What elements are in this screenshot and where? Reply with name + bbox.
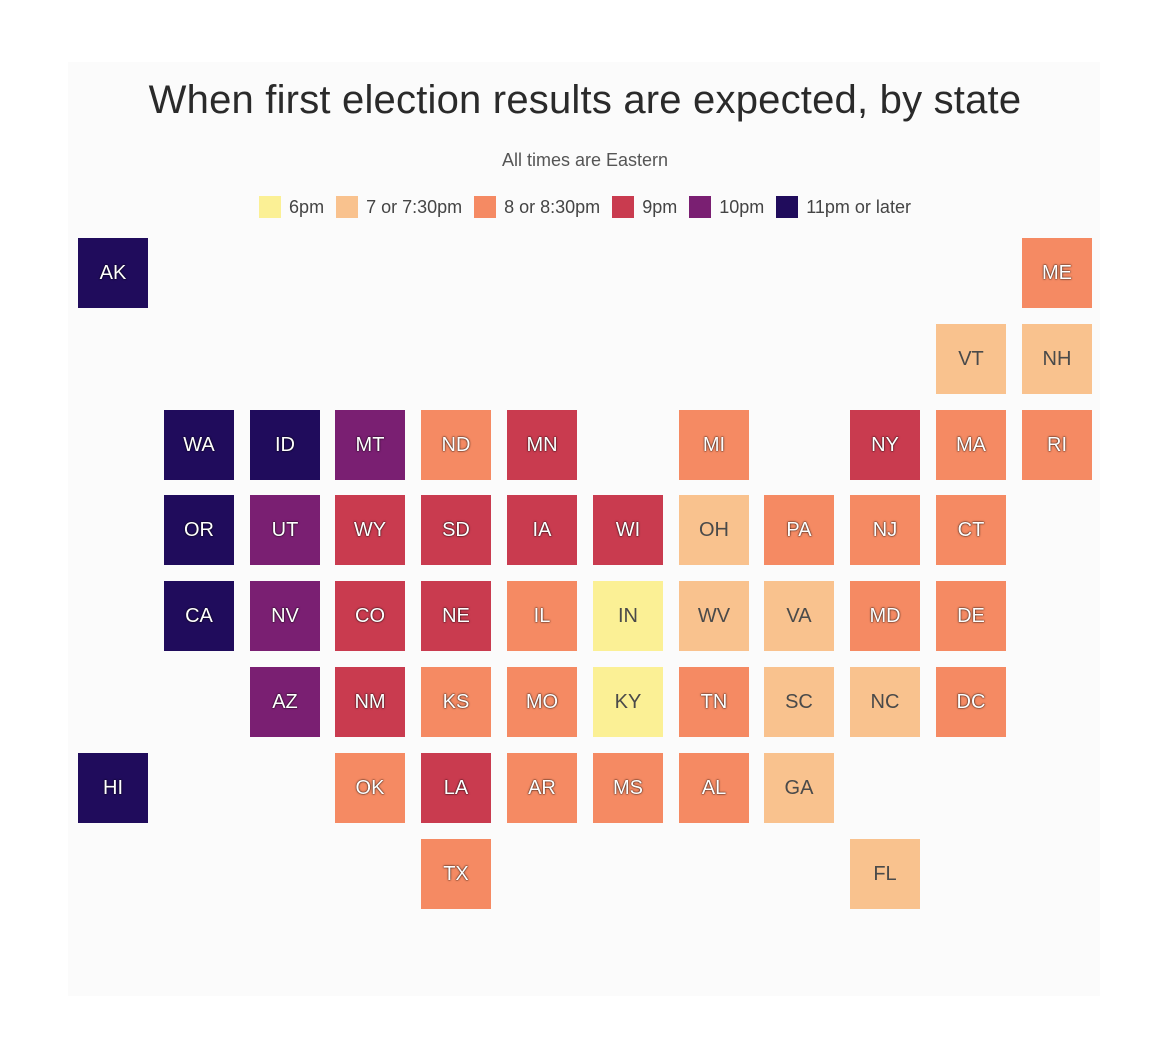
- state-tile-nc: NC: [850, 667, 920, 737]
- state-tile-ms: MS: [593, 753, 663, 823]
- state-tile-sc: SC: [764, 667, 834, 737]
- state-tile-al: AL: [679, 753, 749, 823]
- state-tile-fl: FL: [850, 839, 920, 909]
- state-tile-pa: PA: [764, 495, 834, 565]
- legend-label: 11pm or later: [806, 196, 911, 217]
- state-tile-az: AZ: [250, 667, 320, 737]
- state-tile-co: CO: [335, 581, 405, 651]
- state-tile-mo: MO: [507, 667, 577, 737]
- legend-swatch: [689, 196, 712, 218]
- state-tile-or: OR: [164, 495, 234, 565]
- legend-swatch: [259, 196, 282, 218]
- legend-label: 9pm: [642, 196, 678, 217]
- legend-item-t9: 9pm: [612, 196, 677, 218]
- legend-item-t7: 7 or 7:30pm: [336, 196, 462, 218]
- state-tile-ak: AK: [78, 238, 148, 308]
- state-tile-mi: MI: [679, 410, 749, 480]
- state-tile-wa: WA: [164, 410, 234, 480]
- state-tile-me: ME: [1022, 238, 1092, 308]
- state-tile-ks: KS: [421, 667, 491, 737]
- state-tile-wy: WY: [335, 495, 405, 565]
- state-tile-nm: NM: [335, 667, 405, 737]
- state-tile-nd: ND: [421, 410, 491, 480]
- legend-item-t8: 8 or 8:30pm: [474, 196, 600, 218]
- state-tile-tn: TN: [679, 667, 749, 737]
- state-tile-nv: NV: [250, 581, 320, 651]
- state-tile-wi: WI: [593, 495, 663, 565]
- state-tile-vt: VT: [936, 324, 1006, 394]
- state-tile-de: DE: [936, 581, 1006, 651]
- state-tile-mt: MT: [335, 410, 405, 480]
- legend-swatch: [474, 196, 497, 218]
- state-tile-dc: DC: [936, 667, 1006, 737]
- legend: 6pm 7 or 7:30pm 8 or 8:30pm 9pm 10pm 11pm or …: [0, 196, 1170, 218]
- state-tile-id: ID: [250, 410, 320, 480]
- state-tile-ri: RI: [1022, 410, 1092, 480]
- state-tile-sd: SD: [421, 495, 491, 565]
- state-tile-la: LA: [421, 753, 491, 823]
- state-tile-ne: NE: [421, 581, 491, 651]
- legend-swatch: [336, 196, 359, 218]
- state-tile-hi: HI: [78, 753, 148, 823]
- state-tile-in: IN: [593, 581, 663, 651]
- state-tile-ma: MA: [936, 410, 1006, 480]
- state-tile-ny: NY: [850, 410, 920, 480]
- legend-label: 7 or 7:30pm: [366, 196, 463, 217]
- state-tile-wv: WV: [679, 581, 749, 651]
- state-tile-ia: IA: [507, 495, 577, 565]
- legend-item-t6: 6pm: [259, 196, 324, 218]
- legend-label: 8 or 8:30pm: [504, 196, 601, 217]
- state-tile-md: MD: [850, 581, 920, 651]
- state-tile-ar: AR: [507, 753, 577, 823]
- chart-subtitle: All times are Eastern: [501, 150, 669, 170]
- state-tile-ga: GA: [764, 753, 834, 823]
- legend-swatch: [612, 196, 635, 218]
- state-tile-va: VA: [764, 581, 834, 651]
- state-tile-nh: NH: [1022, 324, 1092, 394]
- state-tile-ca: CA: [164, 581, 234, 651]
- state-tile-nj: NJ: [850, 495, 920, 565]
- state-tile-ut: UT: [250, 495, 320, 565]
- state-tile-il: IL: [507, 581, 577, 651]
- chart-card: [68, 62, 1100, 996]
- legend-label: 6pm: [289, 196, 325, 217]
- state-tile-oh: OH: [679, 495, 749, 565]
- legend-item-t11: 11pm or later: [776, 196, 911, 218]
- state-tile-ok: OK: [335, 753, 405, 823]
- legend-item-t10: 10pm: [689, 196, 764, 218]
- state-tile-tx: TX: [421, 839, 491, 909]
- chart-title: When first election results are expected…: [148, 78, 1022, 122]
- state-tile-ky: KY: [593, 667, 663, 737]
- state-tile-ct: CT: [936, 495, 1006, 565]
- legend-label: 10pm: [719, 196, 765, 217]
- legend-swatch: [776, 196, 799, 218]
- state-tile-mn: MN: [507, 410, 577, 480]
